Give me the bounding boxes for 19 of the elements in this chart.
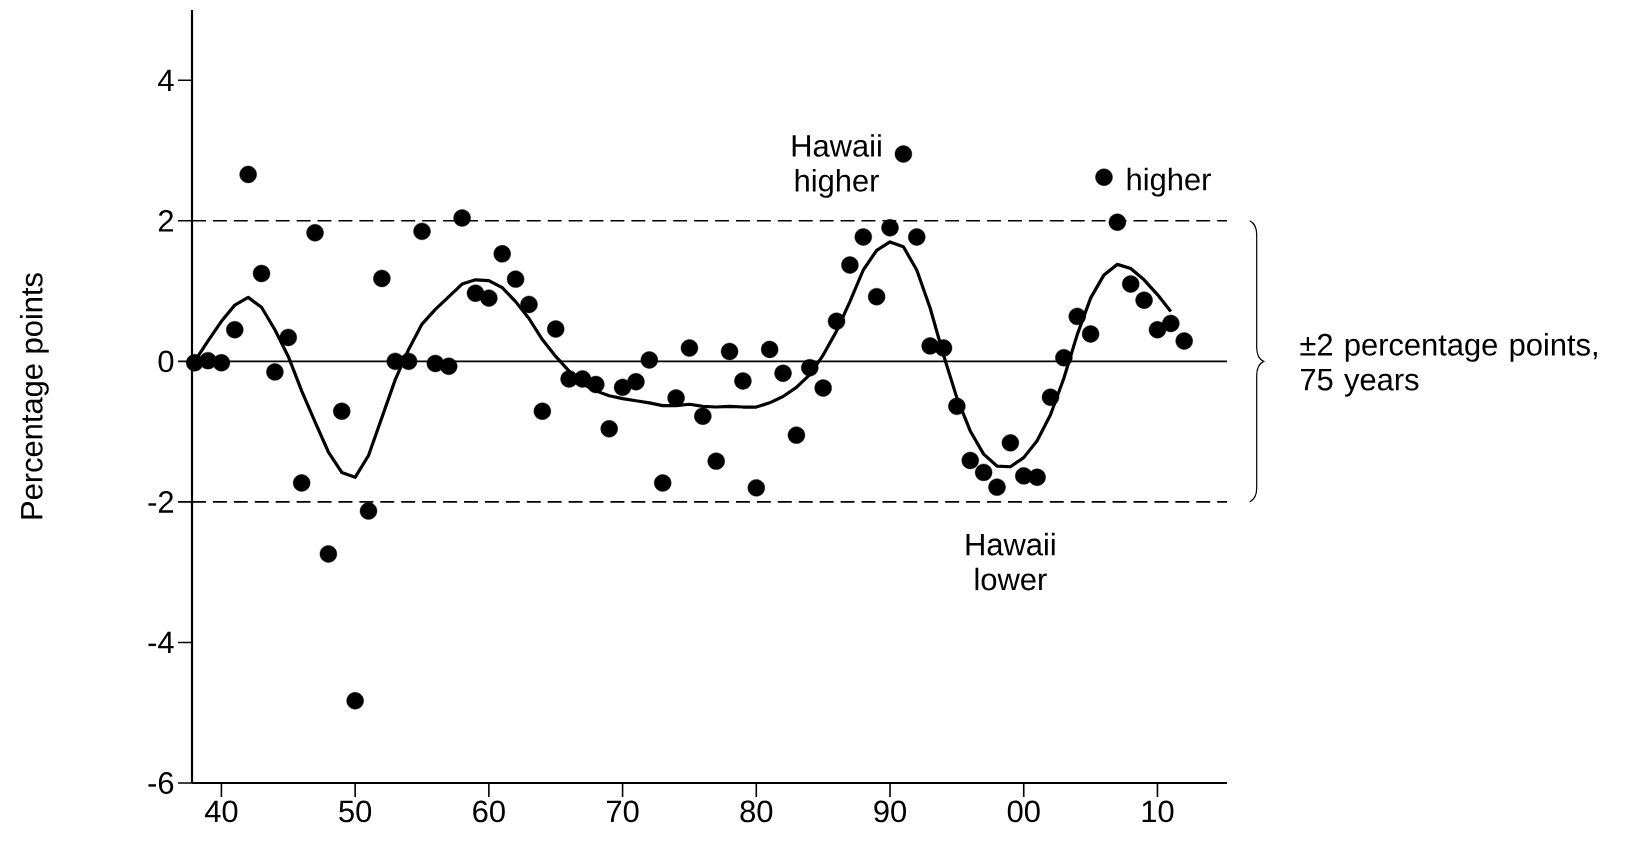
y-tick-label: 4 bbox=[158, 69, 174, 91]
y-tick-label: -2 bbox=[148, 491, 173, 513]
x-tick-label: 40 bbox=[204, 800, 238, 823]
x-tick-label: 80 bbox=[740, 800, 773, 823]
y-tick-label: -4 bbox=[148, 631, 174, 654]
text: ±2 percentage points, 75 years bbox=[1300, 333, 1597, 397]
y-tick-label: 2 bbox=[158, 210, 173, 232]
annotation: Hawaii lower bbox=[966, 532, 1055, 591]
y-tick-label: 0 bbox=[158, 350, 174, 373]
x-tick-label: 60 bbox=[473, 800, 505, 823]
x-tick-label: 70 bbox=[606, 800, 639, 823]
x-tick-label: 10 bbox=[1142, 800, 1174, 823]
x-tick-label: 00 bbox=[1007, 800, 1040, 823]
annotation: higher bbox=[1127, 167, 1211, 197]
x-tick-label: 90 bbox=[874, 800, 906, 823]
y-axis-title: Percentage points bbox=[19, 273, 49, 519]
y-tick-label: -6 bbox=[148, 772, 174, 794]
annotation: Hawaii higher bbox=[792, 134, 881, 198]
x-tick-label: 50 bbox=[339, 800, 372, 823]
